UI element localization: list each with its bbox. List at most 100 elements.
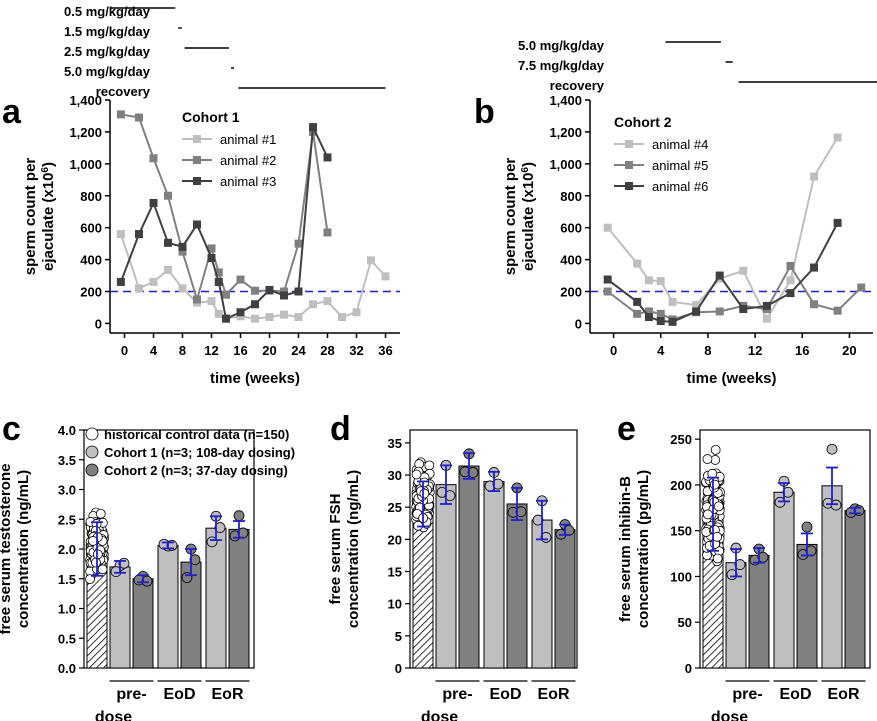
bar-EoD-cohort-2 [796,543,818,669]
x-tick-label: 20 [842,343,856,358]
panel-letter-b: b [474,93,495,131]
data-point [294,287,303,296]
data-point [214,309,223,318]
data-point [810,172,819,181]
legend-label: animal #6 [652,179,708,194]
group-label-pre-dose-line-2: dose [95,709,132,721]
data-point [833,306,842,315]
historical-data-point [712,531,723,542]
y-tick-label: 0 [95,316,102,331]
y-tick-label: 3.5 [58,453,76,468]
y-tick-label: 250 [670,432,692,447]
group-label-pre-dose-line-1: pre- [116,686,146,703]
legend-label: animal #1 [220,132,276,147]
data-point [135,284,143,293]
y-tick-label: 400 [80,253,102,268]
panel-letter-a: a [2,93,22,131]
historical-data-point [411,469,422,480]
data-point [668,297,677,306]
y-tick-label: 1,400 [69,93,102,108]
data-point [603,287,612,296]
legend-title: Cohort 1 [182,109,240,125]
data-point [323,297,332,306]
bar-EoD-cohort-1 [773,491,795,669]
legend-label: animal #2 [220,153,276,168]
individual-data-point [826,443,838,455]
y-tick-label: 2.0 [58,542,76,557]
historical-data-point [424,460,435,471]
data-point [633,259,642,268]
y-tick-label: 1.0 [58,602,76,617]
y-axis-title-line-2: ejaculate (x106) [520,162,538,271]
data-point [236,308,245,317]
historical-data-point [710,444,721,455]
bar-EoR-cohort-1 [821,485,843,669]
y-axis-title-line-1: sperm count per [22,158,39,276]
panel-letter-c: c [2,410,21,448]
individual-data-point [233,510,245,522]
data-point [280,291,288,300]
y-tick-label: 30 [388,468,402,483]
individual-data-point [492,478,504,490]
y-axis-title-close-paren: ) [40,162,57,167]
data-point [739,266,748,275]
group-label-eod: EoD [490,686,522,703]
dose-label: 0.5 mg/kg/day [64,4,151,19]
historical-data-point [419,477,430,488]
y-tick-label: 35 [388,436,402,451]
y-tick-label: 0.0 [58,661,76,676]
y-tick-label: 4.0 [58,423,76,438]
x-tick-label: 0 [610,343,617,358]
bar-pre-dose-cohort-1 [435,484,457,669]
legend-label: animal #4 [652,137,708,152]
data-point [135,113,143,122]
y-tick-label: 800 [80,189,102,204]
historical-data-point [702,509,713,520]
data-point [810,300,819,309]
data-point [207,297,216,306]
x-tick-label: 12 [748,343,762,358]
data-point [207,244,216,253]
bar-EoR-cohort-2 [844,510,866,669]
data-point [367,256,375,265]
legend-marker [625,140,633,148]
individual-data-point [467,467,479,478]
y-tick-label: 200 [560,285,582,300]
data-point [294,313,303,322]
data-point [251,314,259,323]
x-tick-label: 32 [349,343,363,358]
data-point [656,317,665,326]
panel-letter-e: e [617,410,636,448]
group-label-pre-dose-line-2: dose [421,709,458,721]
data-point [236,275,245,284]
legend-marker [625,161,633,169]
data-point [309,123,317,132]
group-label-pre-dose-line-2: dose [711,709,748,721]
data-point [603,275,612,284]
data-point [692,301,701,310]
y-tick-label: 1,200 [549,125,582,140]
data-point [668,317,677,326]
bar-EoD-cohort-1 [157,544,179,669]
data-point [222,314,230,323]
x-tick-label: 4 [657,343,665,358]
data-point [116,110,125,119]
individual-data-point [189,554,201,566]
data-point [135,230,143,239]
legend-title: Cohort 2 [614,114,672,130]
data-point [251,300,259,309]
bar-legend-marker [85,427,99,441]
y-tick-label: 2.5 [58,512,76,527]
data-point [294,239,303,248]
legend-marker [193,177,201,185]
bar-legend-label: historical control data (n=150) [104,427,289,442]
data-point [323,228,332,237]
data-point [178,247,187,256]
data-point [178,284,187,293]
y-tick-label: 1,400 [549,93,582,108]
group-label-eor: EoR [538,686,570,703]
y-tick-label: 10 [388,597,402,612]
historical-data-point [85,574,95,585]
group-label-eor: EoR [828,686,860,703]
data-point [214,277,223,286]
